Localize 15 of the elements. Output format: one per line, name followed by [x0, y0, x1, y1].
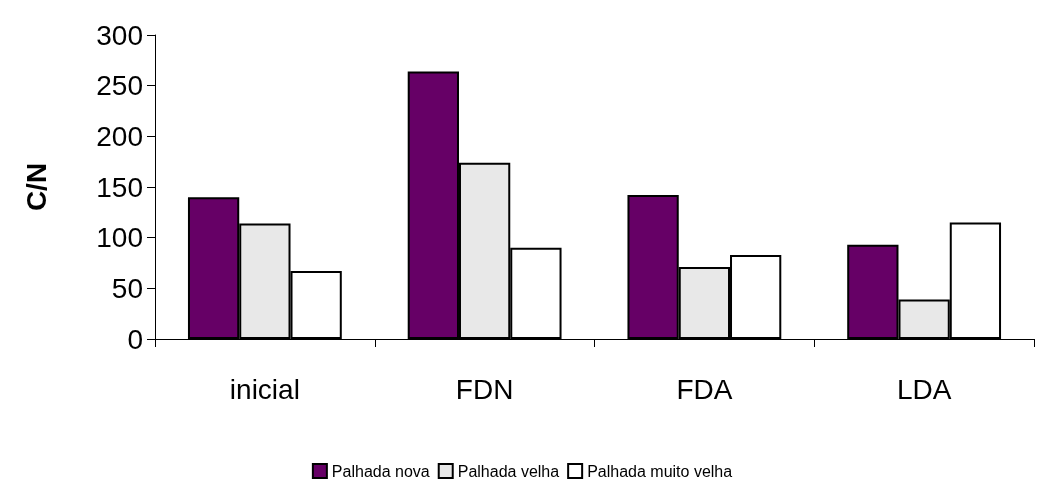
y-tick-label: 150: [96, 171, 143, 203]
y-tick-label: 100: [96, 222, 143, 254]
y-tick-label: 0: [127, 323, 143, 355]
x-tick-label: FDN: [455, 373, 514, 405]
x-tick-label: LDA: [896, 373, 952, 405]
y-tick-label: 250: [96, 70, 143, 102]
x-tick-label: FDA: [676, 373, 733, 405]
y-tick-label: 200: [96, 120, 143, 152]
legend-label: Palhada muito velha: [587, 462, 733, 480]
y-tick-label: 50: [111, 272, 143, 304]
y-axis-title: C/N: [20, 162, 52, 212]
legend-label: Palhada velha: [457, 462, 560, 480]
x-tick-label: inicial: [229, 373, 300, 405]
legend-label: Palhada nova: [331, 462, 430, 480]
y-tick-label: 300: [96, 19, 143, 51]
